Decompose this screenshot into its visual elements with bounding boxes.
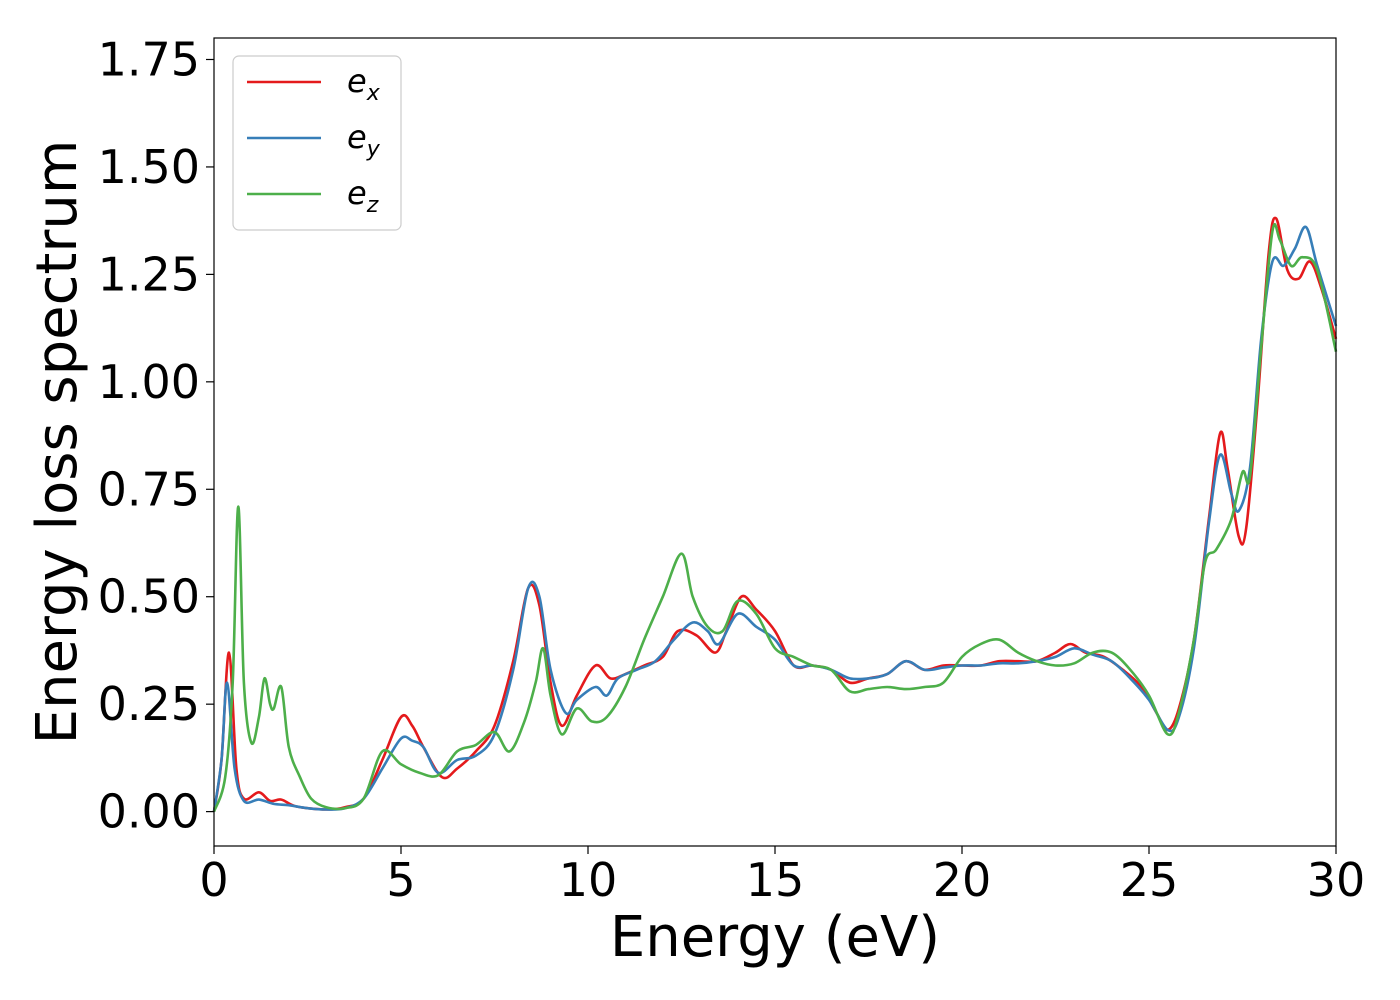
y-tick-label: 1.25 — [98, 247, 200, 301]
legend: ex ey ez — [232, 55, 402, 231]
series-line-z — [212, 223, 1338, 813]
x-axis: 0 5 10 15 20 25 30 — [199, 846, 1365, 907]
y-axis: 0.00 0.25 0.50 0.75 1.00 1.25 1.50 1.75 — [98, 32, 214, 839]
y-tick-label: 0.00 — [98, 785, 200, 839]
x-tick-label: 25 — [1120, 853, 1179, 907]
x-tick-label: 30 — [1307, 853, 1366, 907]
x-tick-label: 10 — [559, 853, 618, 907]
x-tick-label: 20 — [933, 853, 992, 907]
x-tick-label: 5 — [386, 853, 415, 907]
y-tick-label: 1.75 — [98, 32, 200, 86]
legend-label-y: ey — [347, 118, 381, 162]
legend-label-z: ez — [347, 174, 379, 218]
x-tick-label: 15 — [746, 853, 805, 907]
y-tick-label: 1.00 — [98, 355, 200, 409]
legend-box — [232, 55, 402, 231]
y-tick-label: 1.50 — [98, 140, 200, 194]
x-axis-title: Energy (eV) — [610, 905, 940, 970]
series-line-x — [212, 216, 1338, 812]
x-tick-label: 0 — [199, 853, 228, 907]
y-tick-label: 0.25 — [98, 677, 200, 731]
y-axis-title: Energy loss spectrum — [25, 140, 90, 745]
series-layer — [212, 216, 1338, 813]
series-line-y — [212, 225, 1338, 812]
legend-label-x: ex — [347, 62, 381, 106]
y-tick-label: 0.75 — [98, 462, 200, 516]
y-tick-label: 0.50 — [98, 570, 200, 624]
